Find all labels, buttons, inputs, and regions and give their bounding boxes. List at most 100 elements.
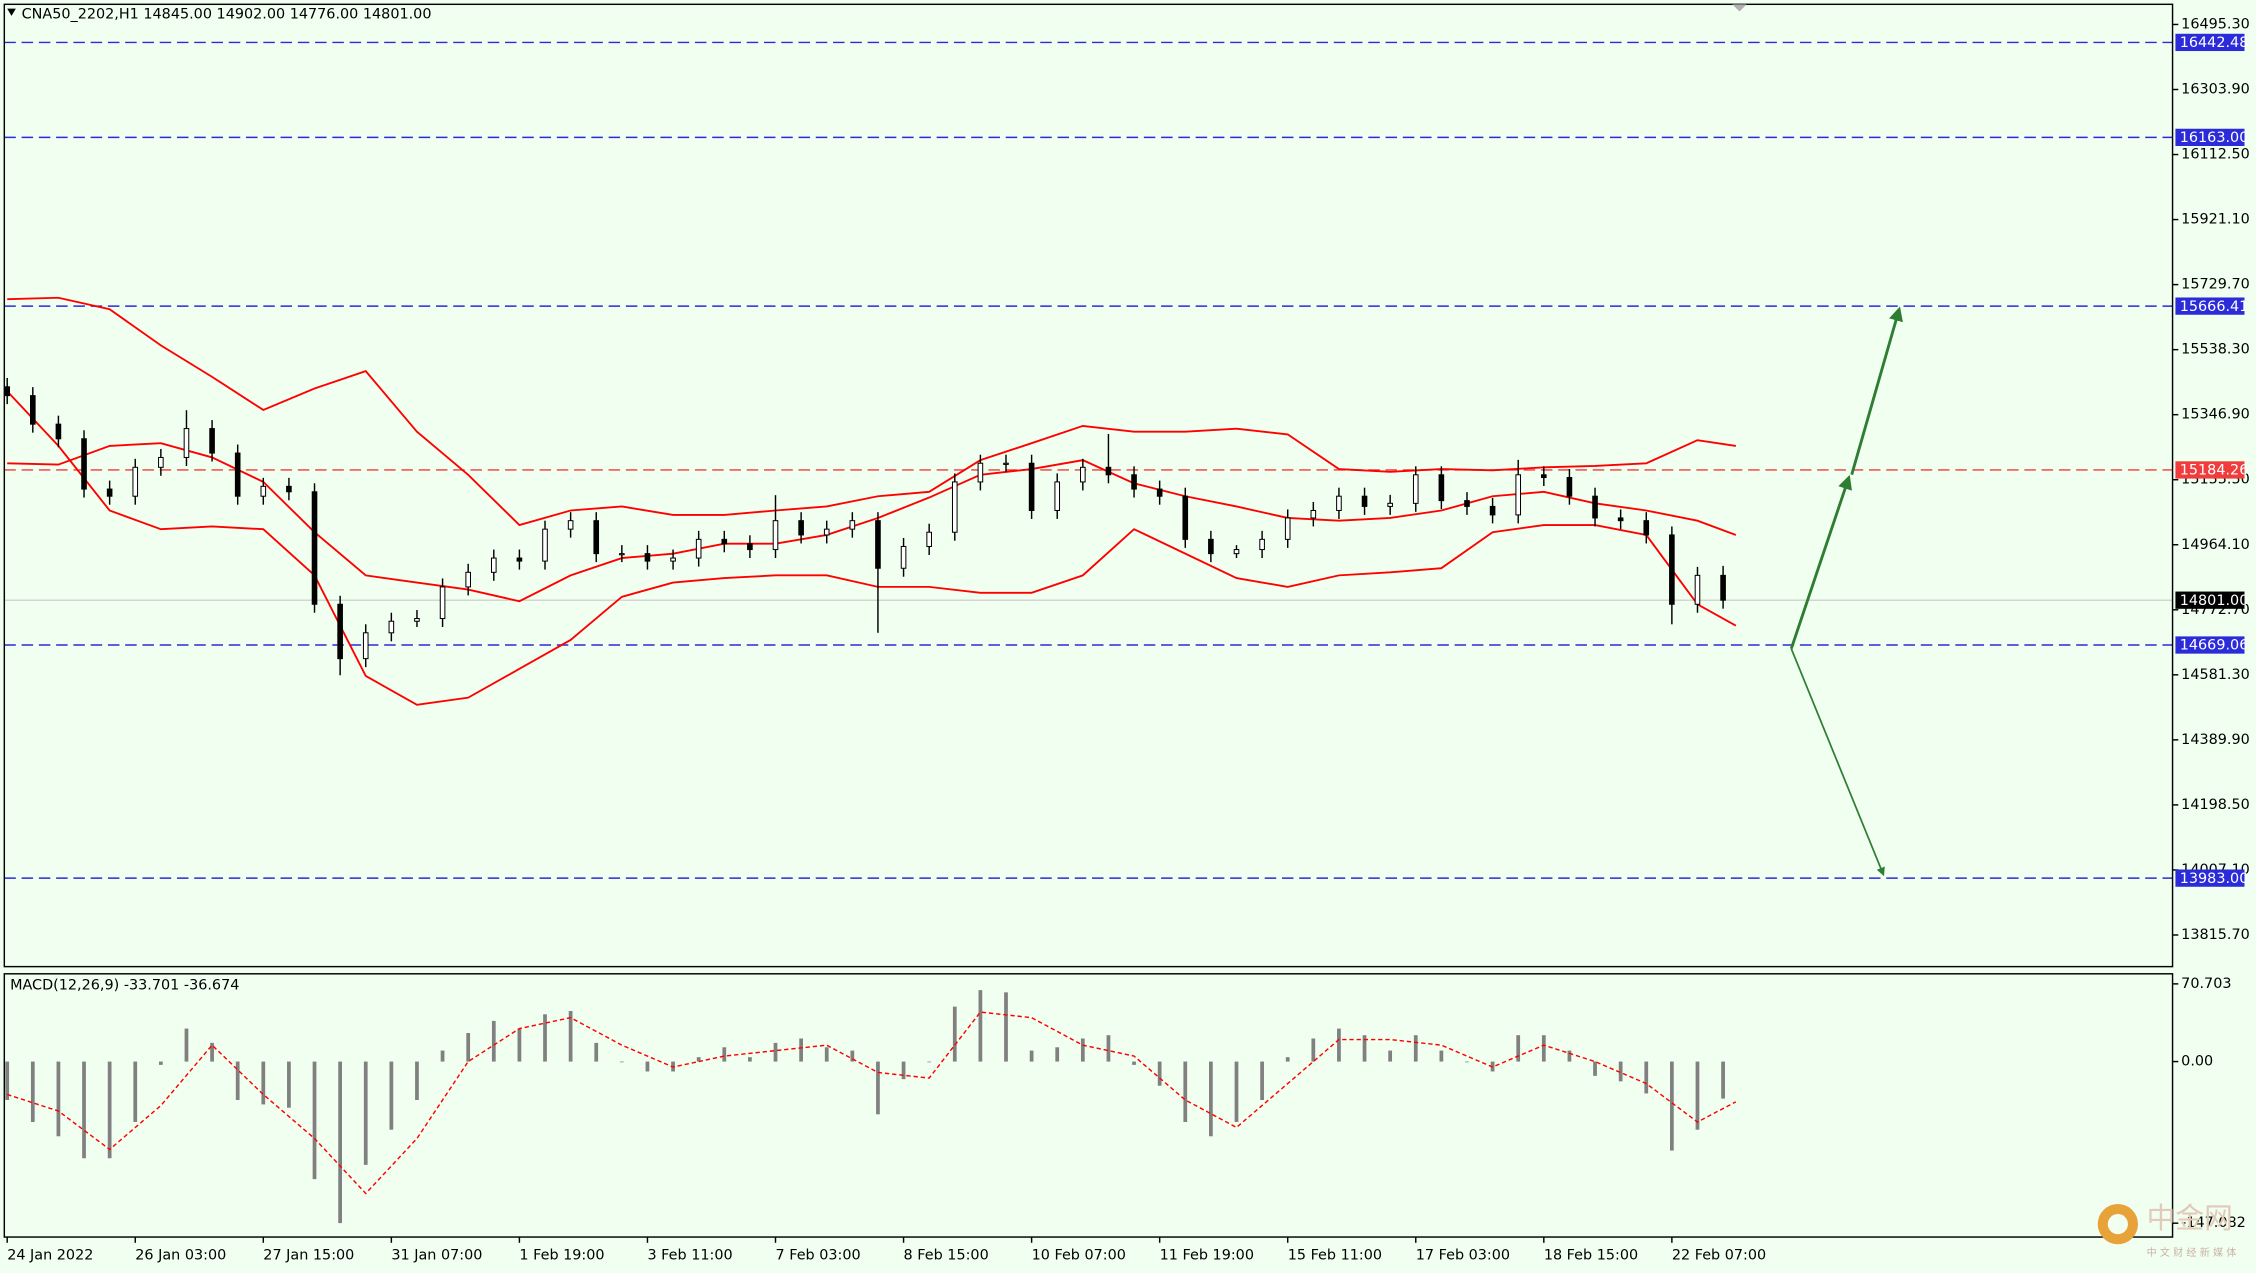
y-tick-label: 15921.10 xyxy=(2181,212,2250,228)
candle-body xyxy=(619,553,625,556)
candle-body xyxy=(388,620,395,634)
macd-bar xyxy=(1465,1061,1469,1063)
candle-body xyxy=(1028,462,1035,511)
candle-body xyxy=(1336,495,1342,511)
candle-body xyxy=(1131,474,1137,490)
candle-body xyxy=(644,553,651,562)
y-tick-label: 15538.30 xyxy=(2181,342,2250,358)
y-tick-label: 14964.10 xyxy=(2181,537,2250,553)
candle-body xyxy=(490,557,497,573)
macd-bar xyxy=(543,1014,547,1062)
candle-body xyxy=(81,438,87,490)
macd-bar xyxy=(1388,1050,1393,1062)
candle-body xyxy=(747,543,753,551)
macd-bar xyxy=(901,1061,906,1080)
x-tick-label: 15 Feb 11:00 xyxy=(1288,1248,1382,1264)
candle-body xyxy=(1259,538,1265,551)
y-tick-label: 15346.90 xyxy=(2181,407,2250,423)
candle-body xyxy=(900,545,907,569)
y-tick-label: 16112.50 xyxy=(2181,147,2250,163)
macd-bar xyxy=(107,1061,112,1159)
macd-bar xyxy=(1260,1061,1264,1101)
x-tick-label: 1 Feb 19:00 xyxy=(519,1248,604,1264)
candle-body xyxy=(1361,495,1368,507)
macd-bar xyxy=(1695,1061,1700,1130)
level-label-box xyxy=(2175,869,2245,887)
candle-body xyxy=(55,423,62,440)
y-tick-label: 15729.70 xyxy=(2181,277,2250,293)
last-price-box xyxy=(2175,591,2245,609)
x-tick-label: 24 Jan 2022 xyxy=(7,1248,93,1264)
candle-body xyxy=(1156,488,1163,497)
candle-body xyxy=(1387,502,1393,507)
level-label: 13983.00 xyxy=(2180,871,2249,887)
chart-title: CNA50_2202,H1 14845.00 14902.00 14776.00… xyxy=(22,6,432,22)
candle-body xyxy=(1643,520,1650,536)
candle-body xyxy=(1438,474,1445,502)
candle-body xyxy=(132,466,139,497)
macd-bar xyxy=(491,1020,496,1062)
y-tick-label: 16495.30 xyxy=(2181,16,2250,32)
candle-body xyxy=(1515,474,1522,516)
candle-body xyxy=(1464,500,1470,507)
macd-bar xyxy=(1106,1035,1111,1062)
macd-bar xyxy=(287,1061,291,1108)
macd-bar xyxy=(594,1042,599,1062)
candle-body xyxy=(926,531,932,547)
candle-body xyxy=(951,481,958,533)
macd-bar xyxy=(1157,1061,1162,1086)
watermark-logo xyxy=(2107,1214,2128,1235)
macd-bar xyxy=(440,1050,445,1062)
shift-marker xyxy=(1732,4,1747,12)
macd-bar xyxy=(184,1028,189,1062)
candle-body xyxy=(823,528,830,536)
forecast-arrows xyxy=(1789,306,1903,877)
macd-bar xyxy=(1413,1035,1418,1062)
candle-body xyxy=(1541,474,1547,479)
last-price-label: 14801.00 xyxy=(2180,593,2249,609)
macd-bar xyxy=(799,1038,803,1062)
candle-body xyxy=(158,456,164,468)
candle-body xyxy=(798,520,804,536)
menu-triangle[interactable] xyxy=(7,8,16,16)
x-tick-label: 11 Feb 19:00 xyxy=(1160,1248,1254,1264)
x-tick-label: 26 Jan 03:00 xyxy=(135,1248,226,1264)
candle-body xyxy=(593,520,600,555)
candle-body xyxy=(1233,549,1240,555)
x-tick-label: 10 Feb 07:00 xyxy=(1032,1248,1126,1264)
level-label: 15184.26 xyxy=(2180,463,2249,479)
candle-body xyxy=(311,491,318,605)
level-label: 14669.06 xyxy=(2180,638,2249,654)
arrow xyxy=(1790,648,1885,877)
x-tick-label: 17 Feb 03:00 xyxy=(1416,1248,1510,1264)
macd-bar xyxy=(850,1050,855,1062)
candle-body xyxy=(1284,517,1291,540)
candle-body xyxy=(4,386,11,397)
candle-body xyxy=(1182,495,1189,540)
candle-body xyxy=(337,603,343,660)
level-label-box xyxy=(2175,33,2245,52)
x-tick-label: 22 Feb 07:00 xyxy=(1672,1248,1766,1264)
macd-bar xyxy=(1183,1061,1188,1122)
macd-bar xyxy=(235,1061,240,1101)
candle-body xyxy=(106,488,113,497)
x-tick-label: 8 Feb 15:00 xyxy=(904,1248,989,1264)
macd-bar xyxy=(1029,1050,1034,1062)
y-tick-label: 13815.70 xyxy=(2181,927,2250,943)
macd-bar xyxy=(338,1061,343,1224)
macd-bar xyxy=(1593,1061,1597,1076)
macd-bar xyxy=(1337,1028,1341,1062)
candle-body xyxy=(567,520,574,530)
macd-frame xyxy=(3,973,2174,1238)
macd-bar xyxy=(1439,1050,1444,1062)
candle-body xyxy=(670,557,676,562)
macd-bar xyxy=(1516,1035,1521,1062)
macd-bar xyxy=(1209,1061,1213,1137)
macd-bar xyxy=(927,1061,932,1063)
macd-title: MACD(12,26,9) -33.701 -36.674 xyxy=(10,977,239,993)
macd-bar xyxy=(1132,1061,1136,1065)
macd-bar xyxy=(696,1057,701,1062)
x-tick-label: 18 Feb 15:00 xyxy=(1544,1248,1638,1264)
candle-body xyxy=(977,462,984,483)
